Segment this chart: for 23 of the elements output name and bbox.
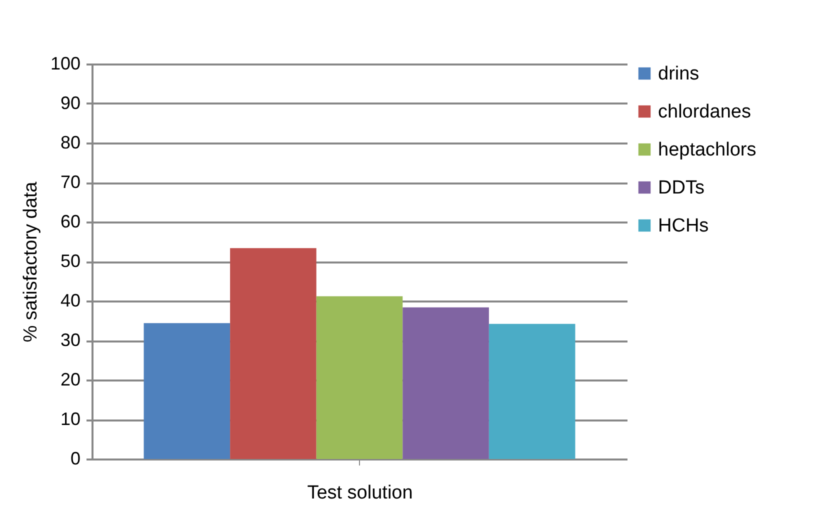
y-tick-label: 100 (50, 54, 80, 74)
bar (488, 324, 576, 459)
y-tick-label: 10 (60, 409, 80, 429)
legend-label: HCHs (658, 216, 709, 236)
y-tick-label: 70 (60, 172, 80, 192)
legend-label: chlordanes (658, 102, 751, 122)
legend-label: drins (658, 64, 700, 84)
y-tick-label: 0 (70, 448, 80, 468)
y-tick-label: 90 (60, 93, 80, 113)
legend-label: DDTs (658, 178, 704, 198)
y-tick-label: 80 (60, 132, 80, 152)
x-axis-title: Test solution (307, 482, 413, 504)
bar (402, 307, 489, 459)
bar (316, 296, 403, 459)
y-tick-label: 30 (60, 330, 80, 350)
y-tick-label: 60 (60, 212, 80, 232)
bar (230, 248, 316, 459)
bar (144, 323, 230, 459)
y-axis-title: % satisfactory data (20, 181, 42, 342)
y-tick-label: 50 (60, 251, 80, 271)
legend-label: heptachlors (658, 140, 756, 160)
y-tick-label: 20 (60, 370, 80, 390)
y-tick-label: 40 (60, 290, 80, 310)
